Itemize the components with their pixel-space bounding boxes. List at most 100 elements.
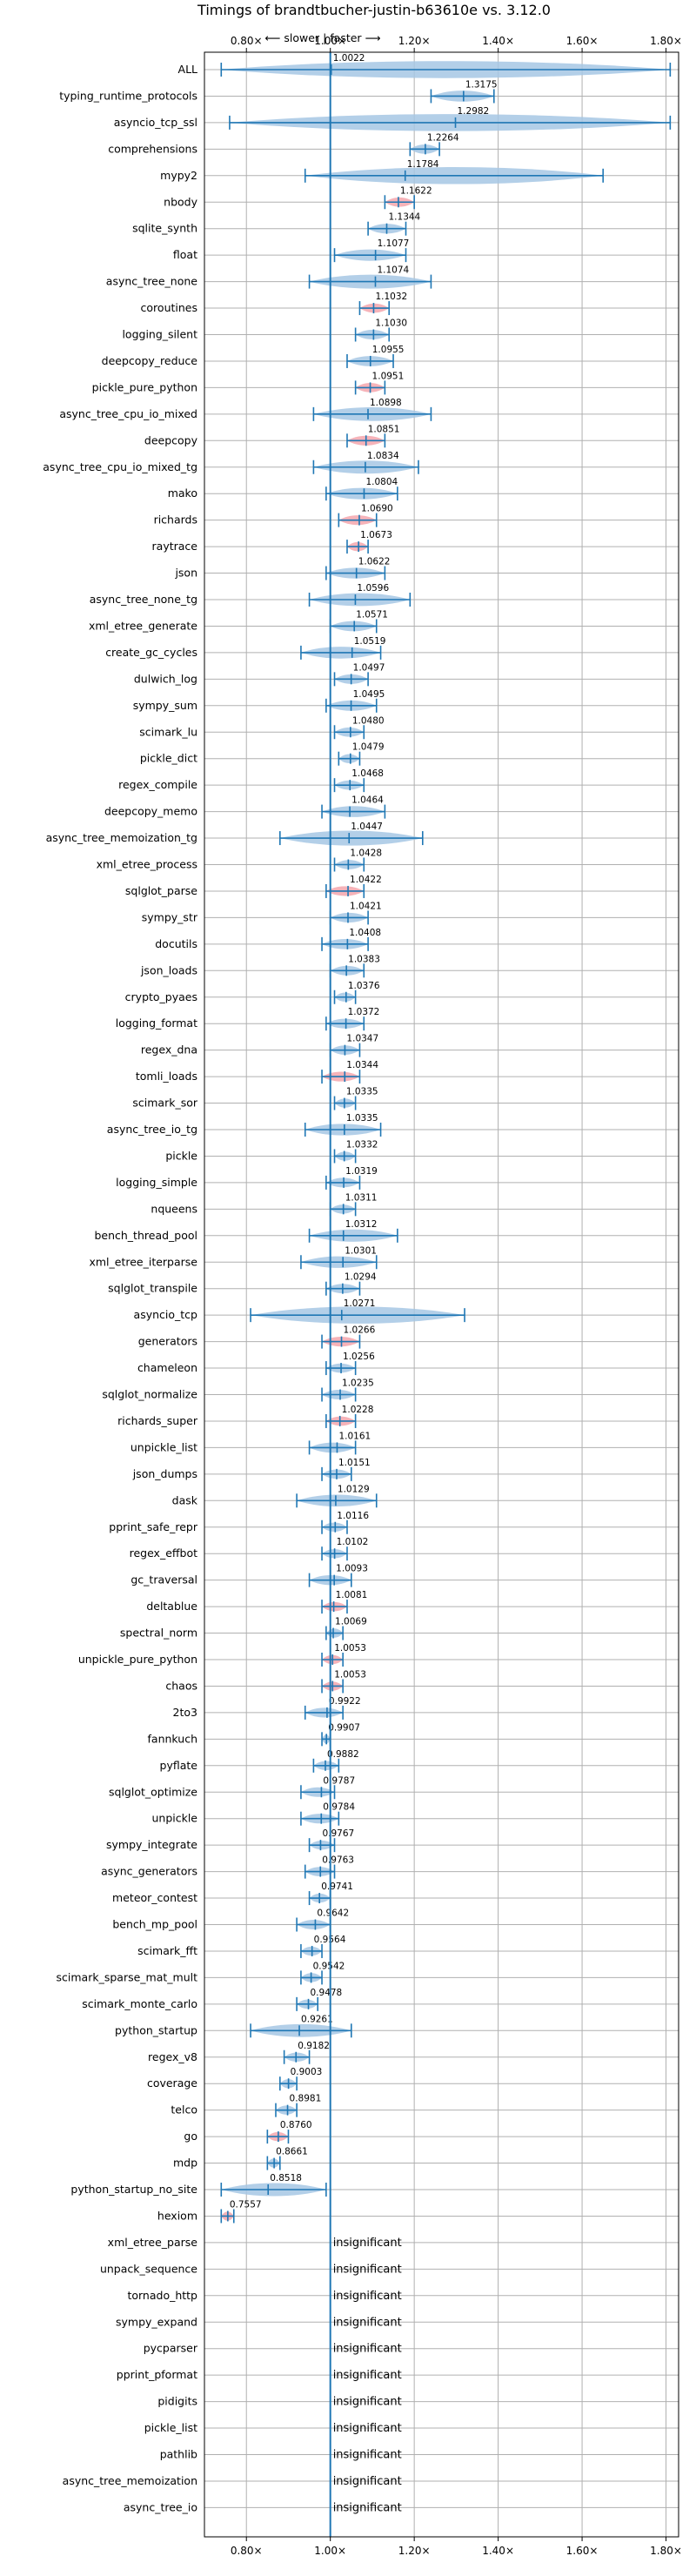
- benchmark-label: richards_super: [117, 1414, 198, 1427]
- value-label: 0.9542: [313, 1961, 345, 1971]
- value-label: 1.0951: [372, 371, 405, 381]
- value-label: 1.0421: [350, 901, 382, 911]
- benchmark-row: logging_format 1.0372: [116, 1007, 380, 1031]
- benchmark-row: unpickle 0.9784: [151, 1802, 355, 1826]
- benchmark-row: pickle_dict 1.0479: [140, 742, 385, 766]
- benchmark-label: json: [174, 567, 197, 580]
- benchmark-label: xml_etree_iterparse: [89, 1255, 197, 1268]
- value-label: 1.0804: [365, 477, 398, 487]
- benchmark-row: unpack_sequence insignificant: [100, 2262, 402, 2276]
- insignificant-label: insignificant: [333, 2369, 402, 2382]
- benchmark-row: sympy_sum 1.0495: [133, 689, 385, 713]
- value-label: 0.8661: [276, 2147, 308, 2157]
- benchmark-label: nbody: [164, 195, 197, 208]
- benchmark-label: meteor_contest: [112, 1891, 197, 1904]
- value-label: 1.0053: [334, 1669, 366, 1680]
- bottom-tick-label: 1.40×: [482, 2545, 514, 2557]
- benchmark-label: deepcopy: [144, 433, 198, 446]
- value-label: 1.0332: [346, 1139, 378, 1150]
- value-label: 1.0301: [345, 1245, 377, 1256]
- value-label: 1.2982: [458, 106, 490, 117]
- bottom-tick-label: 1.80×: [650, 2545, 682, 2557]
- benchmark-row: async_generators 0.9763: [101, 1855, 354, 1879]
- benchmark-label: regex_v8: [148, 2050, 197, 2063]
- benchmark-label: asyncio_tcp_ssl: [114, 116, 197, 129]
- benchmark-label: async_generators: [101, 1865, 197, 1878]
- benchmark-label: async_tree_none_tg: [90, 593, 197, 606]
- benchmark-label: generators: [138, 1335, 197, 1348]
- benchmark-row: regex_v8 0.9182: [148, 2041, 330, 2064]
- benchmark-label: telco: [171, 2103, 197, 2116]
- top-axis: 0.80× 1.00× 1.20× 1.40× 1.60× 1.80×: [231, 35, 682, 52]
- benchmark-label: dulwich_log: [134, 672, 197, 685]
- benchmark-row: sqlglot_parse 1.0422: [125, 875, 382, 898]
- benchmark-label: scimark_lu: [139, 725, 197, 738]
- value-label: 0.9003: [291, 2067, 323, 2077]
- value-label: 1.0347: [346, 1034, 378, 1044]
- benchmark-label: deltablue: [146, 1600, 197, 1613]
- value-label: 1.1622: [400, 185, 432, 196]
- benchmark-label: fannkuch: [148, 1732, 197, 1745]
- benchmark-label: sqlglot_normalize: [102, 1388, 197, 1401]
- benchmark-row: ALL 1.0022: [178, 53, 672, 78]
- value-label: 0.7557: [230, 2199, 262, 2210]
- value-label: 1.0256: [343, 1352, 375, 1362]
- value-label: 1.0571: [356, 609, 388, 620]
- benchmark-label: sympy_integrate: [106, 1838, 197, 1851]
- benchmark-label: tomli_loads: [136, 1070, 197, 1083]
- benchmark-label: logging_silent: [122, 328, 197, 341]
- benchmark-label: async_tree_io_tg: [107, 1123, 197, 1136]
- benchmark-row: crypto_pyaes 1.0376: [125, 981, 380, 1004]
- benchmark-row: logging_simple 1.0319: [116, 1166, 378, 1190]
- value-label: 1.1032: [375, 292, 407, 302]
- benchmark-row: sympy_str 1.0421: [142, 901, 382, 925]
- benchmark-row: pidigits insignificant: [157, 2395, 401, 2409]
- benchmark-row: asyncio_tcp 1.0271: [134, 1298, 465, 1324]
- value-label: 0.8518: [270, 2173, 302, 2184]
- benchmark-label: pyflate: [160, 1759, 198, 1772]
- bottom-tick-label: 0.80×: [231, 2545, 263, 2557]
- benchmark-row: async_tree_memoization_tg 1.0447: [46, 822, 424, 846]
- benchmark-label: docutils: [155, 937, 197, 950]
- benchmark-label: sqlglot_parse: [125, 884, 197, 897]
- benchmark-label: scimark_monte_carlo: [82, 1997, 197, 2010]
- value-label: 1.0690: [361, 504, 393, 514]
- benchmark-label: sqlglot_transpile: [108, 1282, 197, 1295]
- benchmark-row: fannkuch 0.9907: [148, 1722, 360, 1747]
- insignificant-label: insignificant: [333, 2396, 402, 2409]
- value-label: 1.0294: [345, 1272, 377, 1283]
- value-label: 1.0898: [370, 398, 402, 408]
- insignificant-label: insignificant: [333, 2475, 402, 2488]
- value-label: 1.0271: [344, 1298, 376, 1309]
- top-tick-label: 1.80×: [650, 35, 682, 47]
- benchmark-label: unpickle_pure_python: [78, 1653, 197, 1666]
- value-label: 1.0335: [346, 1113, 378, 1124]
- top-tick-label: 1.00×: [314, 35, 346, 47]
- benchmark-row: hexiom 0.7557: [157, 2199, 262, 2224]
- benchmark-row: tomli_loads 1.0344: [136, 1060, 378, 1084]
- benchmark-label: pickle: [165, 1149, 197, 1162]
- benchmark-label: deepcopy_reduce: [102, 354, 198, 367]
- benchmark-row: coroutines 1.1032: [141, 292, 407, 316]
- benchmark-label: scimark_sor: [132, 1097, 197, 1110]
- value-label: 1.0116: [337, 1511, 369, 1521]
- benchmark-label: mako: [168, 486, 197, 500]
- bottom-tick-label: 1.00×: [314, 2545, 346, 2557]
- value-label: 1.0428: [350, 849, 382, 859]
- value-label: 1.0372: [348, 1007, 380, 1017]
- value-label: 1.0479: [352, 742, 385, 753]
- value-label: 1.1074: [377, 265, 409, 276]
- value-label: 1.0093: [336, 1564, 368, 1574]
- benchmark-row: generators 1.0266: [138, 1325, 376, 1349]
- benchmark-label: hexiom: [157, 2209, 197, 2222]
- insignificant-label: insignificant: [333, 2290, 402, 2303]
- value-label: 1.0376: [348, 981, 380, 991]
- benchmark-row: mdp 0.8661: [173, 2147, 308, 2170]
- benchmark-row: json_loads 1.0383: [140, 954, 380, 978]
- value-label: 1.0344: [346, 1060, 378, 1070]
- benchmark-label: comprehensions: [108, 142, 197, 155]
- benchmark-label: xml_etree_generate: [89, 619, 197, 632]
- benchmark-label: 2to3: [173, 1706, 197, 1719]
- benchmark-row: asyncio_tcp_ssl 1.2982: [114, 106, 672, 131]
